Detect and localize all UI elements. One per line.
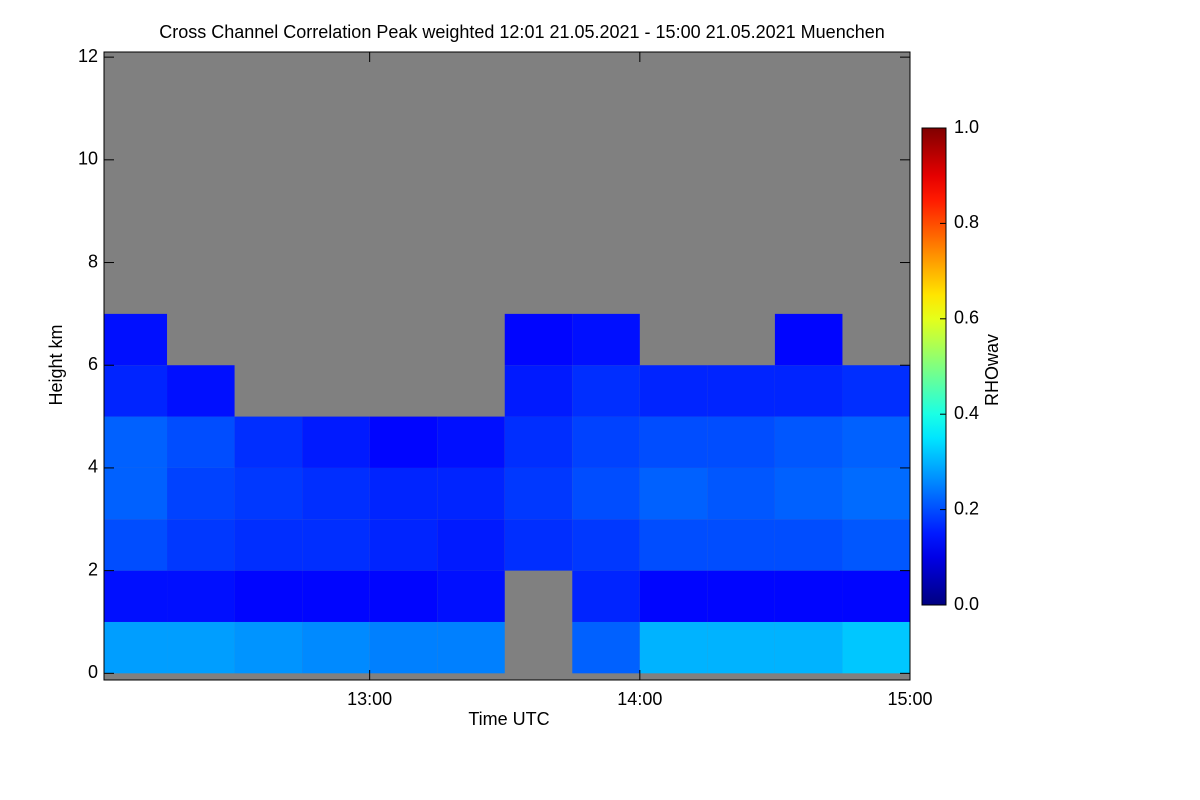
- heat-cell: [774, 313, 843, 366]
- y-tick-label: 12: [78, 46, 98, 66]
- heat-cell: [369, 519, 438, 571]
- colorbar-tick-label: 0.8: [954, 212, 979, 232]
- heat-cell: [234, 416, 303, 468]
- heat-cell: [437, 519, 505, 571]
- heat-cell: [572, 416, 640, 468]
- heat-cell: [437, 621, 505, 674]
- heat-cell: [774, 365, 843, 417]
- heat-cell: [842, 365, 910, 417]
- y-tick-label: 4: [88, 457, 98, 477]
- x-tick-label: 15:00: [887, 689, 932, 709]
- heat-cell: [572, 467, 640, 520]
- y-tick-label: 2: [88, 559, 98, 579]
- heat-cell: [707, 467, 775, 520]
- y-tick-label: 10: [78, 149, 98, 169]
- heat-cell: [842, 519, 910, 571]
- heat-cell: [774, 570, 843, 622]
- heat-cell: [104, 365, 168, 417]
- heat-cell: [707, 365, 775, 417]
- y-tick-label: 8: [88, 251, 98, 271]
- heat-cell: [842, 467, 910, 520]
- heat-cell: [437, 570, 505, 622]
- x-tick-label: 13:00: [347, 689, 392, 709]
- heat-cell: [167, 467, 235, 520]
- x-axis-label: Time UTC: [468, 709, 549, 729]
- heat-cell: [437, 416, 505, 468]
- heat-cell: [104, 570, 168, 622]
- heat-cell: [369, 416, 438, 468]
- colorbar-label: RHOwav: [982, 334, 1002, 406]
- heat-cell: [104, 467, 168, 520]
- colorbar-tick-label: 1.0: [954, 117, 979, 137]
- heat-cell: [234, 519, 303, 571]
- heat-cell: [167, 365, 235, 417]
- heat-cell: [707, 570, 775, 622]
- heat-cell: [504, 467, 573, 520]
- heat-cell: [104, 313, 168, 366]
- heat-cell: [302, 467, 370, 520]
- heat-cell: [707, 519, 775, 571]
- colorbar-tick-label: 0.6: [954, 308, 979, 328]
- heat-cell: [572, 365, 640, 417]
- heat-cell: [437, 467, 505, 520]
- chart-title: Cross Channel Correlation Peak weighted …: [159, 22, 885, 42]
- colorbar-tick-label: 0.0: [954, 594, 979, 614]
- heat-cell: [504, 416, 573, 468]
- heat-cell: [639, 519, 708, 571]
- heat-cell: [104, 621, 168, 674]
- y-tick-label: 0: [88, 662, 98, 682]
- heat-cell: [842, 621, 910, 674]
- heat-cell: [707, 416, 775, 468]
- heat-cell: [167, 570, 235, 622]
- heat-cell: [639, 416, 708, 468]
- heat-cell: [774, 416, 843, 468]
- heat-cell: [842, 416, 910, 468]
- heat-cell: [572, 519, 640, 571]
- heat-cell: [572, 621, 640, 674]
- colorbar: [921, 127, 947, 606]
- y-axis-label: Height km: [46, 324, 66, 405]
- heat-cell: [504, 519, 573, 571]
- heat-cell: [369, 570, 438, 622]
- heat-cell: [104, 416, 168, 468]
- heat-cell: [302, 416, 370, 468]
- heat-cell: [234, 621, 303, 674]
- heat-cell: [572, 313, 640, 366]
- heat-cell: [234, 467, 303, 520]
- heat-cell: [774, 621, 843, 674]
- heat-cell: [639, 467, 708, 520]
- heat-cell: [842, 570, 910, 622]
- heat-cell: [167, 416, 235, 468]
- heat-cell: [369, 621, 438, 674]
- heat-cell: [167, 621, 235, 674]
- heat-cell: [302, 621, 370, 674]
- heat-cell: [774, 467, 843, 520]
- heat-cell: [504, 365, 573, 417]
- colorbar-tick-label: 0.4: [954, 403, 979, 423]
- plot-frame: [103, 51, 911, 681]
- heat-cell: [707, 621, 775, 674]
- heat-cell: [639, 570, 708, 622]
- x-tick-label: 14:00: [617, 689, 662, 709]
- heat-cell: [369, 467, 438, 520]
- heat-cell: [639, 621, 708, 674]
- heat-cell: [302, 570, 370, 622]
- heat-cell: [234, 570, 303, 622]
- y-tick-label: 6: [88, 354, 98, 374]
- heat-cell: [774, 519, 843, 571]
- heat-cell: [572, 570, 640, 622]
- heat-cell: [167, 519, 235, 571]
- heat-cell: [104, 519, 168, 571]
- heat-cell: [504, 313, 573, 366]
- heat-cell: [302, 519, 370, 571]
- colorbar-tick-label: 0.2: [954, 498, 979, 518]
- heat-cell: [639, 365, 708, 417]
